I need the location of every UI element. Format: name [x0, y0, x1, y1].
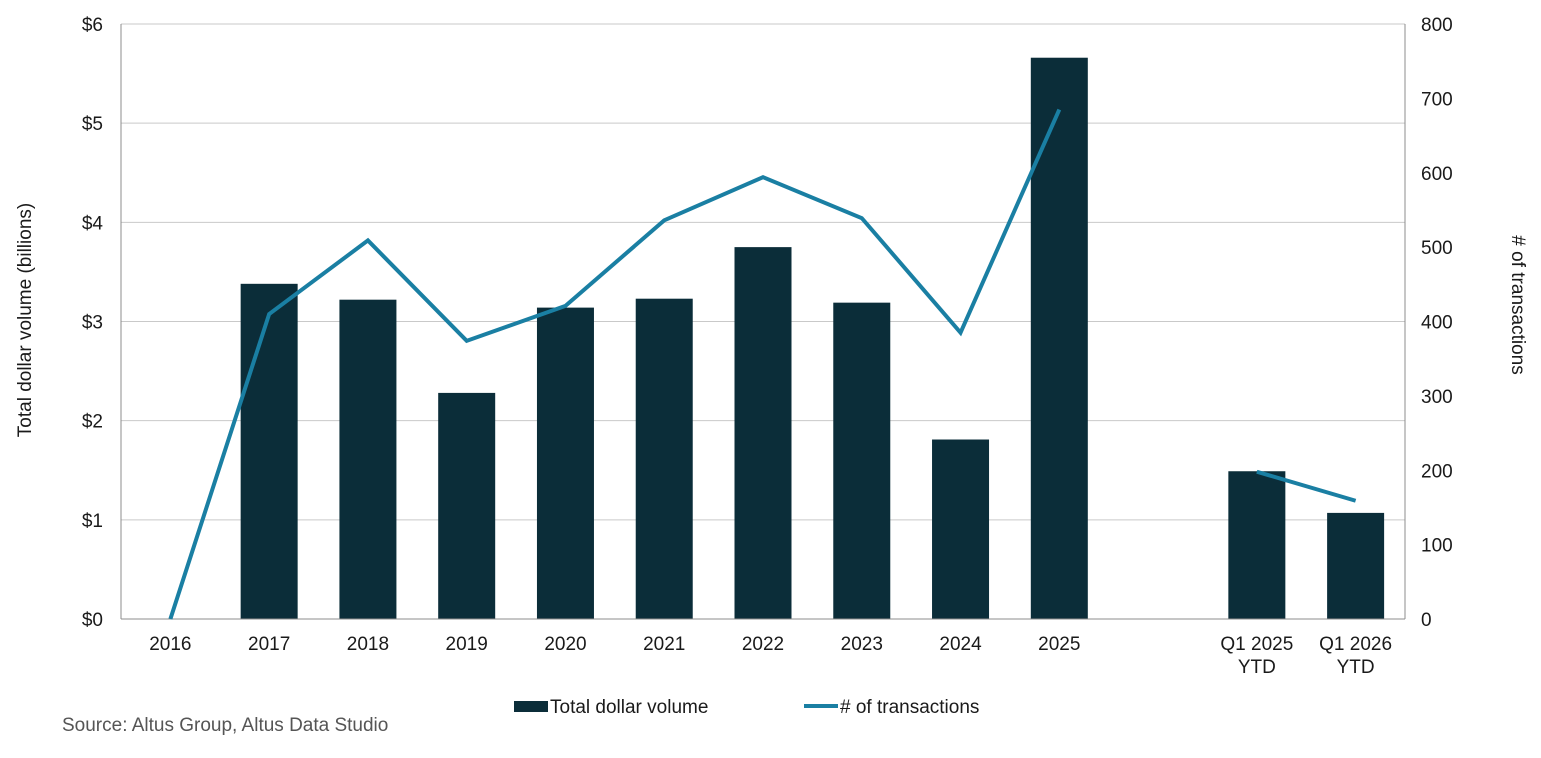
y2-tick-label: 100 — [1421, 536, 1453, 557]
y-axis-title: Total dollar volume (billions) — [15, 203, 36, 437]
y2-axis-ticks: 0 100 200 300 400 500 600 700 800 — [1421, 15, 1453, 631]
bar-2022 — [734, 247, 792, 619]
x-tick-label: 2022 — [742, 634, 784, 655]
legend-label-transactions: # of transactions — [840, 697, 979, 718]
y-tick-label: $1 — [82, 511, 103, 532]
bar-2025 — [1030, 57, 1088, 619]
x-tick-label: Q1 2025 YTD — [1220, 634, 1293, 678]
y-tick-label: $5 — [82, 114, 103, 135]
y-tick-label: $6 — [82, 15, 103, 36]
line-series — [168, 108, 1357, 620]
y-tick-label: $4 — [82, 213, 104, 234]
x-tick-label: 2025 — [1038, 634, 1080, 655]
transactions-line-segment-1 — [168, 108, 1062, 620]
y2-tick-label: 800 — [1421, 15, 1453, 36]
x-tick-label: 2020 — [544, 634, 586, 655]
y2-axis-title: # of transactions — [1507, 235, 1528, 374]
y2-tick-label: 0 — [1421, 610, 1432, 631]
source-note: Source: Altus Group, Altus Data Studio — [62, 715, 388, 736]
legend: Total dollar volume # of transactions — [514, 697, 979, 718]
y-tick-label: $0 — [82, 610, 103, 631]
y-axis-ticks: $0 $1 $2 $3 $4 $5 $6 — [82, 15, 104, 631]
legend-label-total-dollar-volume: Total dollar volume — [550, 697, 708, 718]
x-tick-label: 2019 — [446, 634, 488, 655]
x-tick-label: Q1 2026 YTD — [1319, 634, 1392, 678]
axes — [120, 24, 1406, 620]
bar-2019 — [438, 392, 496, 619]
bar-2018 — [339, 299, 397, 619]
y-tick-label: $2 — [82, 412, 103, 433]
bar-2023 — [833, 302, 891, 619]
y-tick-label: $3 — [82, 313, 103, 334]
y2-tick-label: 700 — [1421, 89, 1453, 110]
x-axis-ticks: 2016 2017 2018 2019 2020 2021 2022 2023 2024 2025… — [149, 634, 1392, 678]
y2-tick-label: 400 — [1421, 313, 1453, 334]
bar-q1-2026-ytd — [1327, 512, 1385, 619]
x-tick-label: 2023 — [841, 634, 883, 655]
legend-swatch-total-dollar-volume — [514, 701, 548, 712]
bar-2024 — [932, 439, 990, 619]
bar-q1-2025-ytd — [1228, 471, 1286, 619]
x-tick-label: 2024 — [939, 634, 982, 655]
bar-series — [240, 57, 1385, 619]
x-tick-label: 2016 — [149, 634, 191, 655]
y2-tick-label: 600 — [1421, 164, 1453, 185]
x-tick-label: 2021 — [643, 634, 685, 655]
y2-tick-label: 200 — [1421, 461, 1453, 482]
y2-tick-label: 300 — [1421, 387, 1453, 408]
bar-2017 — [240, 283, 298, 619]
x-tick-label: 2018 — [347, 634, 389, 655]
x-tick-label: 2017 — [248, 634, 290, 655]
transactions-line-segment-2 — [1256, 469, 1357, 503]
bar-2020 — [536, 307, 594, 619]
bar-2021 — [635, 298, 693, 619]
y2-tick-label: 500 — [1421, 238, 1453, 259]
